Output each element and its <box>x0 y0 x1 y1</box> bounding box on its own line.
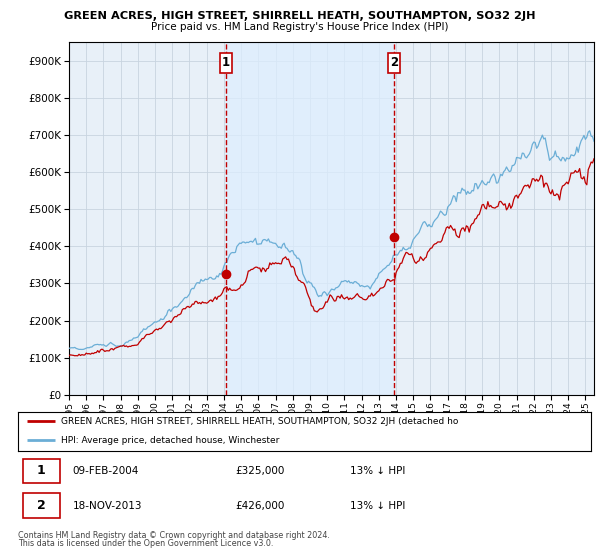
FancyBboxPatch shape <box>23 459 60 483</box>
Text: 2: 2 <box>37 499 45 512</box>
Text: GREEN ACRES, HIGH STREET, SHIRRELL HEATH, SOUTHAMPTON, SO32 2JH: GREEN ACRES, HIGH STREET, SHIRRELL HEATH… <box>64 11 536 21</box>
Text: 13% ↓ HPI: 13% ↓ HPI <box>350 466 406 476</box>
Text: 18-NOV-2013: 18-NOV-2013 <box>73 501 142 511</box>
Text: 1: 1 <box>221 57 230 69</box>
Text: 09-FEB-2004: 09-FEB-2004 <box>73 466 139 476</box>
Bar <box>226 42 394 395</box>
Text: £426,000: £426,000 <box>236 501 285 511</box>
FancyBboxPatch shape <box>388 53 400 73</box>
Text: This data is licensed under the Open Government Licence v3.0.: This data is licensed under the Open Gov… <box>18 539 274 548</box>
Text: 1: 1 <box>37 464 45 478</box>
Text: GREEN ACRES, HIGH STREET, SHIRRELL HEATH, SOUTHAMPTON, SO32 2JH (detached ho: GREEN ACRES, HIGH STREET, SHIRRELL HEATH… <box>61 417 458 426</box>
FancyBboxPatch shape <box>220 53 232 73</box>
Text: Price paid vs. HM Land Registry's House Price Index (HPI): Price paid vs. HM Land Registry's House … <box>151 22 449 32</box>
Text: Contains HM Land Registry data © Crown copyright and database right 2024.: Contains HM Land Registry data © Crown c… <box>18 531 330 540</box>
Text: 2: 2 <box>390 57 398 69</box>
Text: £325,000: £325,000 <box>236 466 285 476</box>
Text: 13% ↓ HPI: 13% ↓ HPI <box>350 501 406 511</box>
FancyBboxPatch shape <box>23 493 60 518</box>
Text: HPI: Average price, detached house, Winchester: HPI: Average price, detached house, Winc… <box>61 436 280 445</box>
